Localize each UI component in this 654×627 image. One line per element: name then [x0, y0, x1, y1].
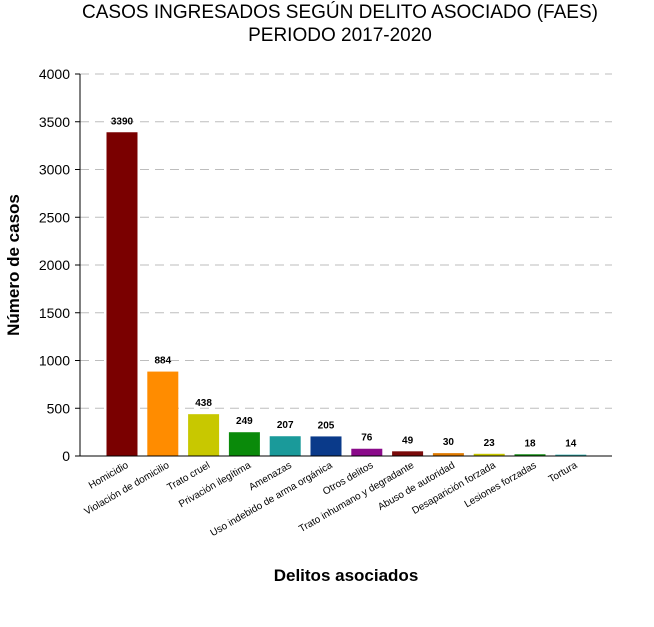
y-axis-ticks: 0 500 1000 1500 2000 2500 3000 3500 4000 — [39, 66, 80, 464]
data-labels: 3390 884 438 249 207 205 76 49 30 23 18 14 — [111, 116, 577, 449]
bar — [351, 448, 383, 456]
bar — [555, 454, 587, 456]
data-label: 438 — [195, 398, 212, 409]
y-tick-label: 3500 — [39, 114, 70, 130]
bar — [106, 132, 138, 456]
gridlines — [80, 73, 612, 409]
y-tick-label: 2500 — [39, 209, 70, 225]
bar — [228, 432, 260, 456]
data-label: 14 — [565, 439, 577, 450]
bar — [432, 453, 464, 456]
data-label: 30 — [443, 437, 455, 448]
chart-title-line-2: PERIODO 2017-2020 — [248, 25, 432, 46]
y-axis-title: Número de casos — [4, 194, 23, 336]
data-label: 3390 — [111, 116, 134, 127]
y-tick-label: 500 — [47, 400, 71, 416]
bar — [392, 451, 424, 456]
bars — [106, 132, 587, 456]
y-tick-label: 4000 — [39, 66, 70, 82]
bar — [147, 371, 179, 456]
bar — [269, 436, 301, 456]
data-label: 884 — [154, 356, 171, 367]
data-label: 23 — [484, 438, 496, 449]
x-tick-label: Privación ilegítima — [177, 460, 253, 510]
data-label: 205 — [318, 420, 335, 431]
data-label: 18 — [524, 438, 536, 449]
data-label: 76 — [361, 433, 373, 444]
chart-title-line-1: CASOS INGRESADOS SEGÚN DELITO ASOCIADO (… — [82, 1, 598, 23]
bar — [514, 454, 546, 456]
data-label: 207 — [277, 420, 294, 431]
x-tick-label: Lesiones forzadas — [463, 460, 539, 510]
data-label: 249 — [236, 416, 253, 427]
bar — [188, 414, 220, 456]
bar — [473, 453, 505, 456]
y-tick-label: 1500 — [39, 305, 70, 321]
y-tick-label: 3000 — [39, 162, 70, 178]
y-tick-label: 1000 — [39, 353, 70, 369]
y-tick-label: 2000 — [39, 257, 70, 273]
x-axis-title: Delitos asociados — [274, 566, 419, 585]
y-tick-label: 0 — [62, 448, 70, 464]
bar — [310, 436, 342, 456]
data-label: 49 — [402, 435, 414, 446]
x-tick-label: Tortura — [547, 460, 580, 485]
